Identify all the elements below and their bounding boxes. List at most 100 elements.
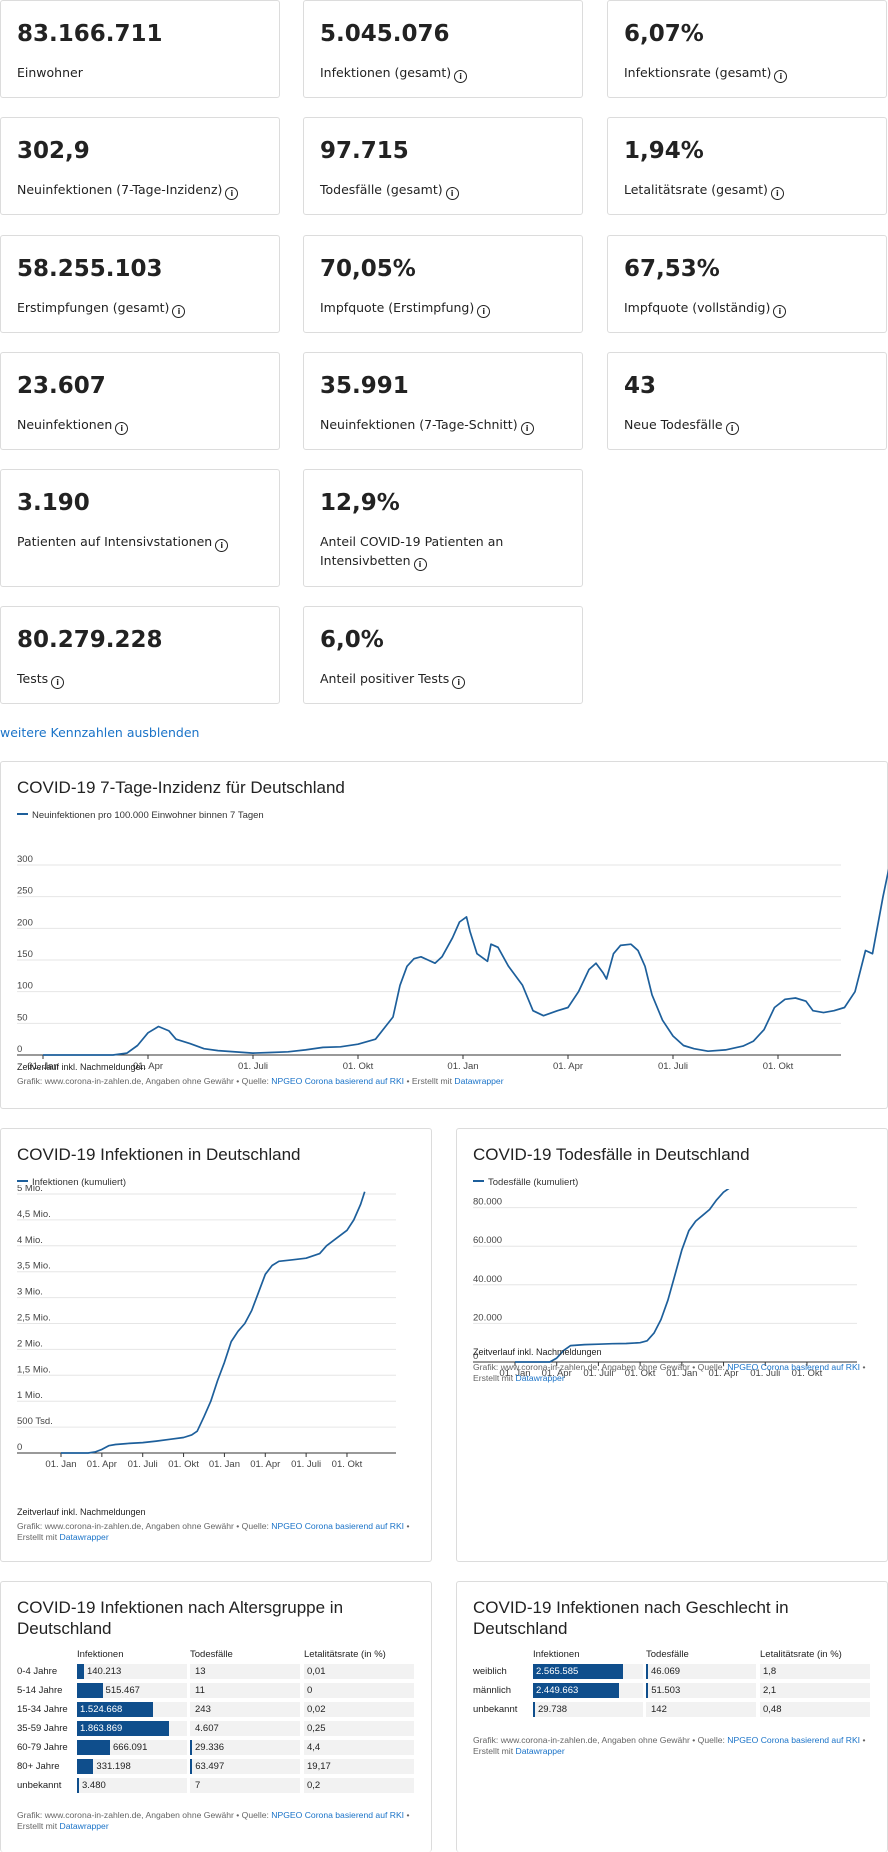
cell-background: [304, 1759, 414, 1774]
info-icon[interactable]: i: [445, 187, 459, 200]
info-icon[interactable]: i: [454, 70, 468, 83]
y-tick-label: 1,5 Mio.: [17, 1364, 51, 1375]
info-icon[interactable]: i: [413, 558, 427, 571]
info-icon[interactable]: i: [725, 422, 739, 435]
chart-credit: Grafik: www.corona-in-zahlen.de, Angaben…: [17, 1521, 422, 1543]
row-label: männlich: [473, 1685, 512, 1696]
infections-value: 666.091: [113, 1742, 148, 1753]
credit-middle: • Erstellt mit: [17, 1521, 410, 1542]
info-icon[interactable]: i: [770, 187, 784, 200]
stat-value: 1,94%: [624, 138, 704, 164]
stat-label: Anteil COVID-19 Patienten an Intensivbet…: [320, 532, 570, 571]
info-icon[interactable]: i: [477, 305, 491, 318]
infections-bar: [77, 1702, 153, 1717]
credit-source-link[interactable]: NPGEO Corona basierend auf RKI: [271, 1521, 405, 1531]
credit-tool-link[interactable]: Datawrapper: [59, 1532, 109, 1542]
deaths-value: 46.069: [651, 1666, 681, 1677]
stat-label-text: Neuinfektionen (7-Tage-Inzidenz): [17, 182, 223, 197]
stat-label: Einwohner: [17, 63, 267, 82]
table-row: unbekannt 3.480 7 0,2: [17, 1777, 417, 1794]
y-tick-label: 3 Mio.: [17, 1287, 43, 1298]
stat-value: 6,0%: [320, 627, 384, 653]
rate-value: 0: [307, 1685, 313, 1696]
credit-source-link[interactable]: NPGEO Corona basierend auf RKI: [271, 1076, 405, 1086]
x-tick-label: 01. Juli: [658, 1061, 688, 1072]
credit-source-link[interactable]: NPGEO Corona basierend auf RKI: [727, 1735, 861, 1745]
stat-label: Letalitätsrate (gesamt) i: [624, 180, 874, 200]
infections-value: 2.565.585: [536, 1666, 579, 1677]
x-tick-label: 01. Okt: [763, 1061, 794, 1072]
cell-background: [190, 1683, 300, 1698]
stat-label-text: Anteil positiver Tests: [320, 671, 450, 686]
credit-tool-link[interactable]: Datawrapper: [515, 1746, 565, 1756]
cell-background: [760, 1664, 870, 1679]
chart-credit: Grafik: www.corona-in-zahlen.de, Angaben…: [473, 1735, 878, 1757]
stat-label: Impfquote (vollständig) i: [624, 298, 874, 318]
y-tick-label: 50: [17, 1012, 28, 1023]
info-icon[interactable]: i: [115, 422, 129, 435]
y-tick-label: 2,5 Mio.: [17, 1313, 51, 1324]
toggle-more-stats-link[interactable]: weitere Kennzahlen ausblenden: [0, 725, 200, 740]
row-label: 5-14 Jahre: [17, 1685, 63, 1696]
credit-tool-link[interactable]: Datawrapper: [515, 1373, 565, 1383]
credit-source-link[interactable]: NPGEO Corona basierend auf RKI: [271, 1810, 405, 1820]
y-tick-label: 300: [17, 854, 33, 865]
deaths-value: 243: [195, 1704, 211, 1715]
incidence-line-chart: 0 50 100 150 200 250 300 01. Jan 01. Apr 01. Juli…: [17, 854, 888, 1072]
x-tick-label: 01. Jan: [447, 1061, 478, 1072]
stat-card: 83.166.711 Einwohner: [0, 0, 280, 98]
stat-card: 97.715 Todesfälle (gesamt) i: [303, 117, 583, 215]
stat-label: Impfquote (Erstimpfung) i: [320, 298, 570, 318]
row-label: 80+ Jahre: [17, 1761, 60, 1772]
infections-value: 2.449.663: [536, 1685, 579, 1696]
cell-background: [304, 1683, 414, 1698]
y-tick-label: 2 Mio.: [17, 1338, 43, 1349]
chart-title: COVID-19 Infektionen in Deutschland: [17, 1145, 301, 1164]
credit-prefix: Grafik: www.corona-in-zahlen.de, Angaben…: [17, 1810, 272, 1820]
legend-label: Infektionen (kumuliert): [32, 1177, 126, 1188]
y-tick-label: 20.000: [473, 1312, 502, 1323]
info-icon[interactable]: i: [452, 676, 466, 689]
stat-value: 67,53%: [624, 256, 720, 282]
stat-label: Neue Todesfälle i: [624, 415, 874, 435]
rate-value: 0,48: [763, 1704, 782, 1715]
x-tick-label: 01. Okt: [792, 1368, 823, 1379]
gender-table-card: COVID-19 Infektionen nach Geschlecht in …: [456, 1581, 888, 1852]
deaths-value: 11: [195, 1685, 205, 1696]
table-row: 0-4 Jahre 140.213 13 0,01: [17, 1663, 417, 1680]
cell-background: [190, 1759, 300, 1774]
credit-prefix: Grafik: www.corona-in-zahlen.de, Angaben…: [473, 1362, 728, 1372]
deaths-value: 7: [195, 1780, 201, 1791]
credit-tool-link[interactable]: Datawrapper: [59, 1821, 109, 1831]
stat-label-text: Anteil COVID-19 Patienten an Intensivbet…: [320, 534, 504, 568]
info-icon[interactable]: i: [215, 539, 229, 552]
credit-tool-link[interactable]: Datawrapper: [454, 1076, 504, 1086]
stat-card: 67,53% Impfquote (vollständig) i: [607, 235, 887, 333]
stat-card: 80.279.228 Tests i: [0, 606, 280, 704]
y-tick-label: 500 Tsd.: [17, 1416, 53, 1427]
chart-legend: Neuinfektionen pro 100.000 Einwohner bin…: [17, 810, 264, 821]
stat-card: 43 Neue Todesfälle i: [607, 352, 887, 450]
credit-source-link[interactable]: NPGEO Corona basierend auf RKI: [727, 1362, 861, 1372]
infections-bar: [77, 1664, 84, 1679]
stat-card: 12,9% Anteil COVID-19 Patienten an Intens…: [303, 469, 583, 587]
row-label: unbekannt: [17, 1780, 62, 1791]
info-icon[interactable]: i: [172, 305, 186, 318]
x-tick-label: 01. Okt: [332, 1459, 363, 1470]
info-icon[interactable]: i: [774, 70, 788, 83]
info-icon[interactable]: i: [51, 676, 65, 689]
x-tick-label: 01. Jan: [209, 1459, 240, 1470]
cell-background: [190, 1721, 300, 1736]
y-tick-label: 150: [17, 949, 33, 960]
stat-label: Todesfälle (gesamt) i: [320, 180, 570, 200]
info-icon[interactable]: i: [773, 305, 787, 318]
cell-background: [190, 1702, 300, 1717]
info-icon[interactable]: i: [225, 187, 239, 200]
stat-label-text: Impfquote (vollständig): [624, 300, 771, 315]
info-icon[interactable]: i: [520, 422, 534, 435]
y-tick-label: 200: [17, 917, 33, 928]
deaths-bar: [190, 1740, 192, 1755]
gender-table: Infektionen Todesfälle Letalitätsrate (in …: [473, 1649, 873, 1729]
stat-label-text: Neuinfektionen: [17, 417, 113, 432]
x-tick-label: 01. Apr: [250, 1459, 280, 1470]
